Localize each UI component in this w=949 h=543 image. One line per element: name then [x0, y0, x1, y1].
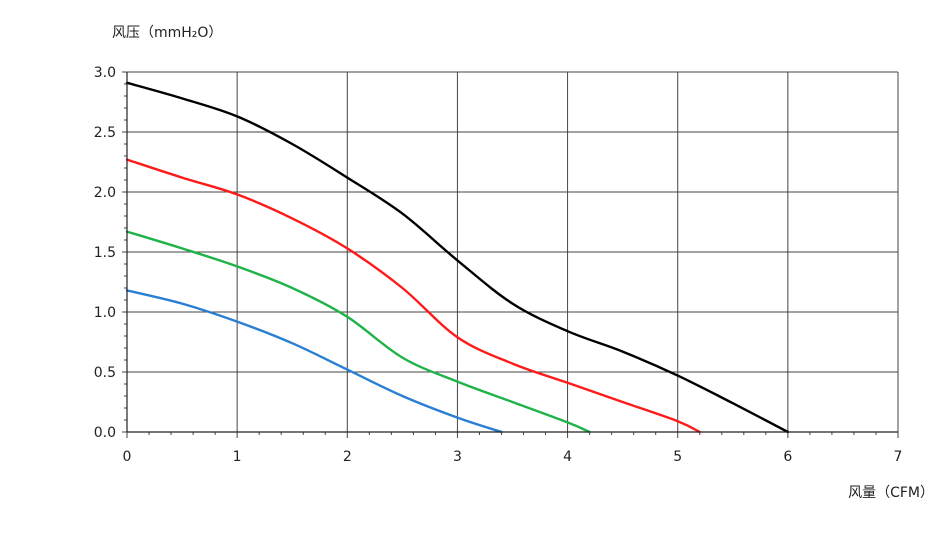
- x-tick-label: 7: [894, 449, 903, 465]
- x-tick-label: 5: [673, 449, 682, 465]
- y-tick-label: 0.0: [94, 425, 116, 441]
- y-tick-label: 2.0: [94, 185, 116, 201]
- x-tick-label: 6: [783, 449, 792, 465]
- grid-lines: [127, 71, 899, 432]
- series-line-4: [125, 289, 503, 434]
- x-tick-label: 2: [343, 449, 352, 465]
- axis-ticks: 0 1 2 3 4 5 6 7 0.0 0.5 1.0 1.5 2.0 2.5 3.0: [94, 65, 903, 465]
- curves: [125, 81, 790, 434]
- y-tick-label: 1.5: [94, 245, 116, 261]
- y-tick-label: 0.5: [94, 365, 116, 381]
- x-tick-label: 0: [123, 449, 132, 465]
- x-tick-label: 3: [453, 449, 462, 465]
- x-tick-label: 4: [563, 449, 572, 465]
- y-tick-label: 2.5: [94, 125, 116, 141]
- series-line-3: [125, 230, 591, 434]
- x-axis-label: 风量（CFM）: [848, 485, 934, 501]
- y-tick-label: 3.0: [94, 65, 116, 81]
- axes: [126, 72, 898, 433]
- series-line-1: [125, 81, 790, 434]
- y-axis-label: 风压（mmH₂O）: [112, 25, 222, 41]
- y-tick-label: 1.0: [94, 305, 116, 321]
- x-tick-label: 1: [233, 449, 242, 465]
- series-line-2: [125, 158, 701, 434]
